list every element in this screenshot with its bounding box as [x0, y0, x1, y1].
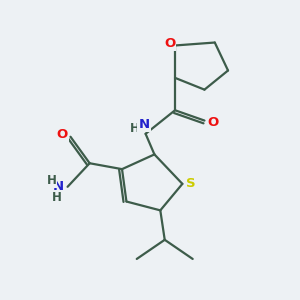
Text: O: O — [164, 37, 176, 50]
Text: O: O — [57, 128, 68, 141]
Text: H: H — [130, 122, 139, 135]
Text: H: H — [52, 190, 62, 204]
Text: S: S — [185, 177, 195, 190]
Text: O: O — [207, 116, 218, 128]
Text: N: N — [139, 118, 150, 131]
Text: H: H — [46, 174, 56, 187]
Text: N: N — [53, 180, 64, 193]
